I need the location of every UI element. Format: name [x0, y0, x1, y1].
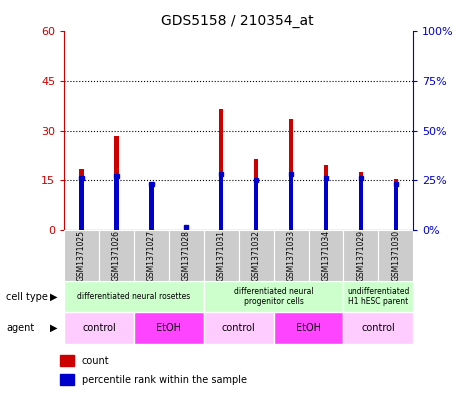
Bar [274, 312, 343, 344]
Bar [99, 230, 134, 281]
Bar [359, 176, 363, 180]
Text: GSM1371025: GSM1371025 [77, 230, 86, 281]
Bar [79, 169, 84, 230]
Bar [343, 230, 379, 281]
Text: control: control [361, 323, 395, 333]
Bar [134, 312, 204, 344]
Bar [149, 189, 153, 230]
Text: ▶: ▶ [50, 292, 58, 302]
Bar [289, 173, 293, 176]
Bar [309, 230, 343, 281]
Bar [343, 312, 413, 344]
Bar [204, 281, 343, 312]
Text: control: control [82, 323, 116, 333]
Bar [289, 119, 293, 230]
Bar [114, 174, 119, 178]
Bar [114, 176, 119, 230]
Bar [324, 178, 328, 230]
Bar [254, 159, 258, 230]
Bar [289, 174, 293, 230]
Bar [64, 230, 99, 281]
Bar [394, 182, 398, 186]
Bar [114, 136, 119, 230]
Text: EtOH: EtOH [156, 323, 181, 333]
Bar [379, 230, 413, 281]
Text: undifferentiated
H1 hESC parent: undifferentiated H1 hESC parent [347, 287, 409, 307]
Bar [274, 230, 309, 281]
Bar [219, 109, 223, 230]
Text: ▶: ▶ [50, 323, 58, 333]
Bar [184, 228, 189, 230]
Text: GSM1371028: GSM1371028 [182, 230, 191, 281]
Bar [343, 281, 413, 312]
Text: differentiated neural
progenitor cells: differentiated neural progenitor cells [234, 287, 314, 307]
Bar [204, 230, 238, 281]
Bar [64, 281, 204, 312]
Bar [324, 165, 328, 230]
Bar [184, 225, 189, 229]
Bar [394, 184, 398, 230]
Text: GDS5158 / 210354_at: GDS5158 / 210354_at [161, 14, 314, 28]
Bar [149, 184, 153, 230]
Text: GSM1371032: GSM1371032 [252, 230, 261, 281]
Bar [184, 227, 189, 230]
Bar [254, 178, 258, 182]
Bar [238, 230, 274, 281]
Text: differentiated neural rosettes: differentiated neural rosettes [77, 292, 190, 301]
Text: count: count [82, 356, 109, 366]
Text: GSM1371026: GSM1371026 [112, 230, 121, 281]
Bar [79, 176, 84, 180]
Text: GSM1371027: GSM1371027 [147, 230, 156, 281]
Text: EtOH: EtOH [296, 323, 321, 333]
Bar [64, 312, 134, 344]
Bar [324, 176, 328, 180]
Text: percentile rank within the sample: percentile rank within the sample [82, 375, 247, 385]
Bar [134, 230, 169, 281]
Bar [60, 374, 74, 385]
Bar [359, 172, 363, 230]
Text: GSM1371033: GSM1371033 [286, 230, 295, 281]
Text: GSM1371030: GSM1371030 [391, 230, 400, 281]
Bar [254, 180, 258, 230]
Bar [60, 355, 74, 366]
Bar [204, 312, 274, 344]
Bar [149, 182, 153, 186]
Text: agent: agent [6, 323, 34, 333]
Text: GSM1371034: GSM1371034 [322, 230, 331, 281]
Text: cell type: cell type [6, 292, 48, 302]
Bar [219, 173, 223, 176]
Bar [219, 174, 223, 230]
Bar [169, 230, 204, 281]
Text: GSM1371029: GSM1371029 [356, 230, 365, 281]
Bar [359, 178, 363, 230]
Bar [394, 179, 398, 230]
Text: control: control [222, 323, 256, 333]
Text: GSM1371031: GSM1371031 [217, 230, 226, 281]
Bar [79, 178, 84, 230]
